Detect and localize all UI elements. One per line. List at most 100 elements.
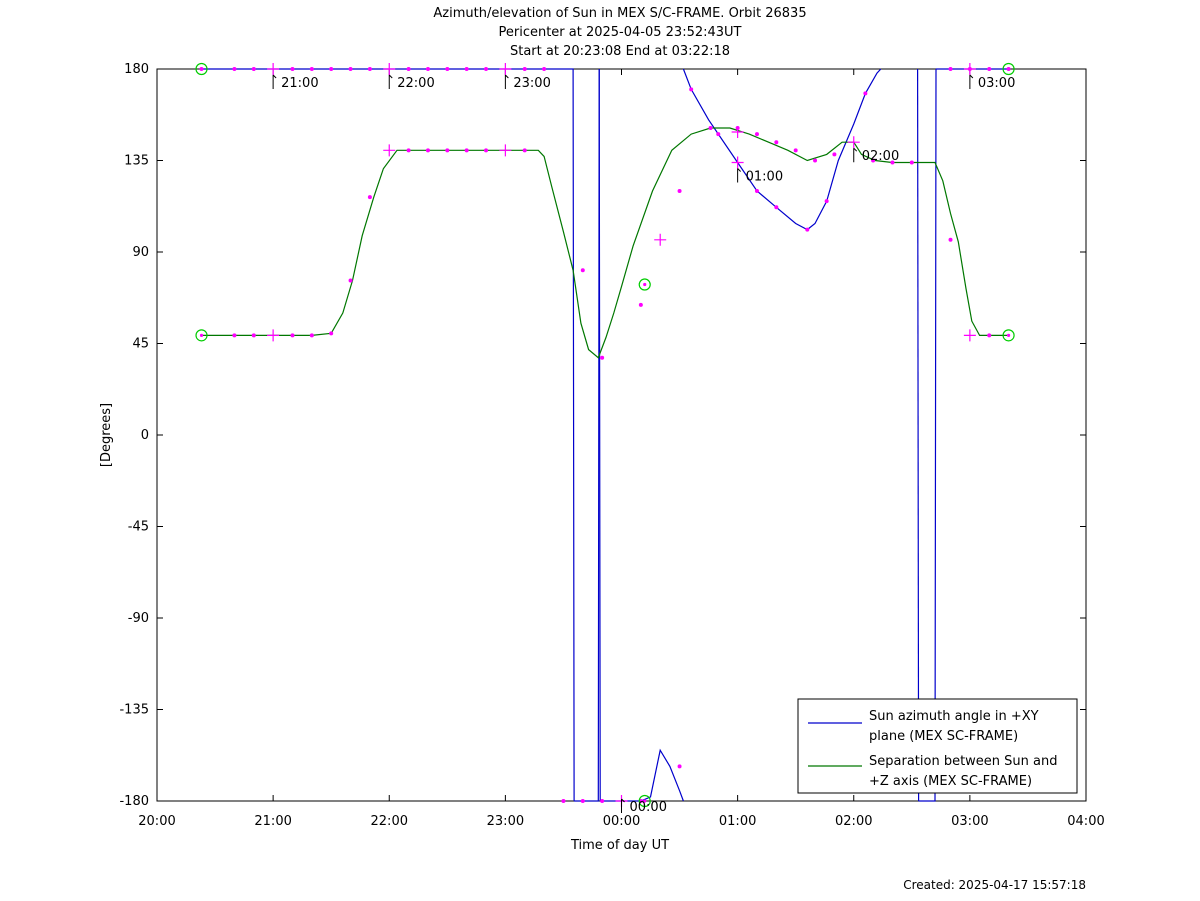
series-line-azimuth — [917, 68, 920, 802]
data-point-separation — [464, 148, 469, 153]
series-line-azimuth — [918, 68, 937, 802]
y-tick-label: 135 — [124, 154, 149, 169]
data-point-azimuth — [824, 199, 829, 204]
x-tick-label: 03:00 — [951, 814, 988, 829]
endpoint-dot — [199, 67, 204, 71]
hour-marker-separation — [267, 329, 280, 342]
data-point-separation — [948, 237, 953, 242]
y-tick-label: -45 — [128, 520, 149, 535]
hour-marker-azimuth — [499, 63, 512, 75]
legend-label-azimuth-line2: plane (MEX SC-FRAME) — [869, 729, 1018, 744]
hour-annotation-label: 01:00 — [746, 170, 783, 185]
data-point-azimuth — [987, 67, 992, 71]
x-tick-label: 01:00 — [719, 814, 756, 829]
hour-annotation-label: 23:00 — [513, 76, 550, 91]
data-point-separation — [522, 148, 527, 153]
y-tick-label: -180 — [119, 794, 149, 809]
data-point-azimuth — [484, 67, 489, 71]
chart-title-line1: Azimuth/elevation of Sun in MEX S/C-FRAM… — [433, 6, 806, 21]
hour-marker-azimuth — [383, 63, 396, 75]
y-tick-label: -90 — [128, 611, 149, 626]
hour-marker-azimuth — [731, 156, 744, 169]
hour-marker-separation — [499, 144, 512, 157]
data-point-separation — [309, 333, 314, 338]
data-point-separation — [774, 140, 779, 145]
x-axis-label: Time of day UT — [570, 838, 669, 853]
data-point-azimuth — [232, 67, 237, 71]
data-point-separation — [580, 268, 585, 273]
marker-layer — [195, 62, 1015, 808]
data-point-azimuth — [677, 764, 682, 769]
data-point-azimuth — [329, 67, 334, 71]
hour-marker-separation — [654, 233, 667, 246]
hour-annotation-label: 00:00 — [630, 800, 667, 815]
data-point-separation — [909, 160, 914, 165]
data-point-azimuth — [251, 67, 256, 71]
data-point-azimuth — [309, 67, 314, 71]
hour-marker-separation — [731, 126, 744, 139]
hour-annotation-tick — [504, 74, 509, 89]
data-point-separation — [232, 333, 237, 338]
data-point-azimuth — [445, 67, 450, 71]
hour-marker-separation — [383, 144, 396, 157]
data-point-azimuth — [948, 67, 953, 71]
endpoint-circle — [195, 329, 208, 342]
x-tick-label: 02:00 — [835, 814, 872, 829]
hour-marker-azimuth — [963, 63, 976, 75]
endpoint-circle — [1002, 329, 1015, 342]
endpoint-dot — [643, 799, 647, 803]
x-tick-label: 20:00 — [138, 814, 175, 829]
legend: Sun azimuth angle in +XY plane (MEX SC-F… — [797, 698, 1078, 794]
data-point-separation — [329, 331, 334, 336]
data-point-azimuth — [542, 67, 547, 71]
legend-label-azimuth-line1: Sun azimuth angle in +XY — [869, 709, 1039, 724]
data-point-azimuth — [522, 67, 527, 71]
y-tick-label: 180 — [124, 62, 149, 77]
data-point-azimuth — [863, 91, 868, 96]
data-point-azimuth — [689, 87, 694, 92]
data-point-azimuth — [805, 227, 810, 232]
data-point-separation — [793, 148, 798, 153]
hour-annotation-label: 03:00 — [978, 76, 1015, 91]
hour-marker-separation — [847, 136, 860, 149]
data-point-azimuth — [716, 132, 721, 137]
data-point-separation — [425, 148, 430, 153]
data-point-azimuth — [290, 67, 295, 71]
data-point-separation — [871, 158, 876, 163]
hour-annotation-tick — [388, 74, 393, 89]
endpoint-dot — [199, 333, 204, 337]
plot-area — [156, 68, 1087, 802]
data-point-separation — [251, 333, 256, 338]
chart-title-line3: Start at 20:23:08 End at 03:22:18 — [510, 44, 730, 59]
data-point-separation — [832, 152, 837, 157]
y-tick-label: -135 — [119, 703, 149, 718]
y-tick-label: 45 — [132, 337, 149, 352]
data-point-separation — [484, 148, 489, 153]
endpoint-circle — [195, 62, 208, 76]
hour-annotation-label: 02:00 — [862, 149, 899, 164]
x-tick-label: 21:00 — [254, 814, 291, 829]
created-timestamp: Created: 2025-04-17 15:57:18 — [903, 878, 1086, 892]
data-point-separation — [600, 355, 605, 360]
x-tick-label: 00:00 — [603, 814, 640, 829]
data-point-separation — [406, 148, 411, 153]
hour-annotation-label: 22:00 — [397, 76, 434, 91]
legend-label-separation-line2: +Z axis (MEX SC-FRAME) — [869, 774, 1032, 789]
endpoint-dot — [643, 282, 647, 287]
chart-title-line2: Pericenter at 2025-04-05 23:52:43UT — [498, 25, 741, 40]
data-point-separation — [677, 189, 682, 193]
hour-annotation-tick — [969, 74, 974, 89]
y-tick-label: 0 — [141, 428, 149, 443]
data-point-azimuth — [774, 205, 779, 210]
hour-annotation-tick — [737, 168, 741, 183]
hour-marker-azimuth — [267, 63, 280, 75]
hour-marker-separation — [963, 329, 976, 342]
endpoint-circle — [638, 794, 651, 808]
data-point-azimuth — [348, 67, 353, 71]
data-point-separation — [290, 333, 295, 338]
data-point-separation — [445, 148, 450, 153]
data-point-azimuth — [406, 67, 411, 71]
legend-box — [797, 698, 1078, 794]
endpoint-dot — [1006, 333, 1011, 337]
